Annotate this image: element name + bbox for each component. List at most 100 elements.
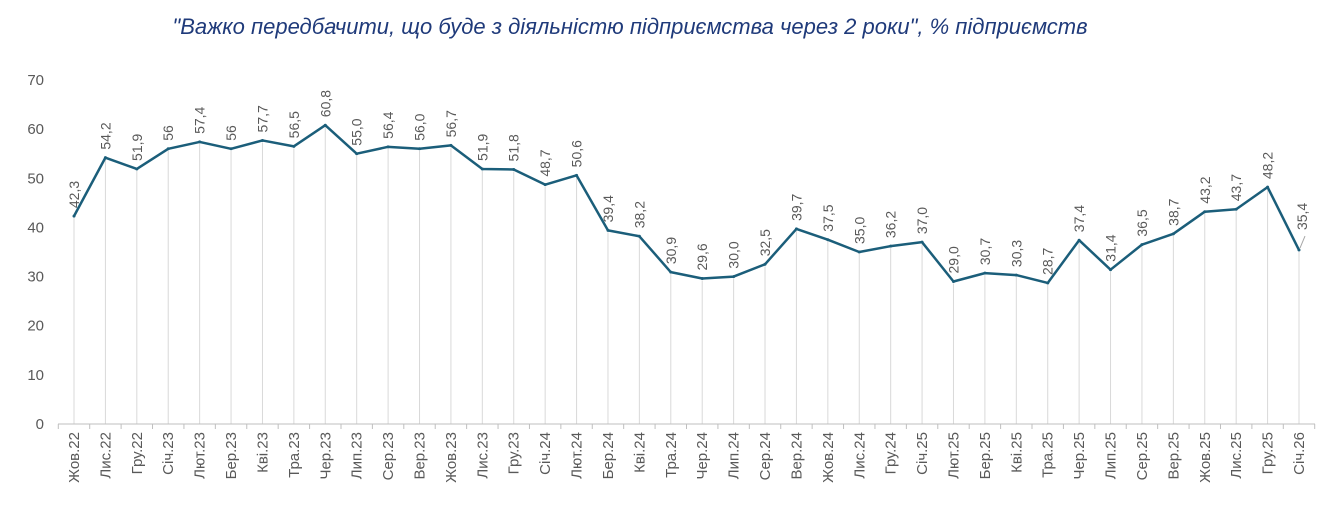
data-point (1046, 281, 1050, 285)
x-tick-label: Січ.26 (1291, 432, 1308, 475)
data-point (198, 140, 202, 144)
x-tick-label: Сер.23 (380, 432, 397, 480)
x-tick-label: Тра.24 (663, 432, 680, 478)
data-label: 38,2 (631, 201, 647, 228)
data-label: 35,0 (851, 217, 867, 244)
x-tick-label: Жов.23 (443, 432, 460, 483)
data-point (323, 123, 327, 127)
y-tick-label: 50 (27, 170, 44, 187)
data-label: 56,4 (380, 111, 396, 138)
y-tick-label: 10 (27, 367, 44, 384)
data-point (72, 214, 76, 218)
data-label: 36,5 (1134, 209, 1150, 236)
data-label: 56 (160, 125, 176, 141)
x-tick-label: Тра.25 (1040, 432, 1057, 478)
data-label: 48,7 (537, 149, 553, 176)
x-tick-label: Січ.23 (160, 432, 177, 475)
data-point (826, 238, 830, 242)
data-label: 56,7 (443, 110, 459, 137)
data-point (166, 147, 170, 151)
data-point (229, 147, 233, 151)
x-tick-label: Чер.23 (317, 432, 334, 480)
data-point (951, 279, 955, 283)
data-point (418, 147, 422, 151)
data-point (889, 244, 893, 248)
data-label: 39,4 (600, 195, 616, 222)
x-tick-label: Бер.23 (223, 432, 240, 479)
data-point (1297, 248, 1301, 252)
x-tick-label: Січ.24 (537, 432, 554, 475)
data-label: 37,5 (820, 204, 836, 231)
x-tick-label: Лис.22 (97, 432, 114, 479)
data-point (920, 240, 924, 244)
data-label: 30,9 (663, 237, 679, 264)
y-tick-label: 30 (27, 269, 44, 286)
data-label: 37,0 (914, 207, 930, 234)
data-label: 43,2 (1197, 176, 1213, 203)
data-point (1077, 238, 1081, 242)
y-tick-label: 70 (27, 72, 44, 89)
data-label-leader (1299, 235, 1306, 249)
data-point (386, 145, 390, 149)
x-tick-label: Лют.23 (192, 432, 209, 479)
y-tick-label: 40 (27, 219, 44, 236)
x-tick-label: Лют.24 (569, 432, 586, 479)
x-tick-label: Гру.25 (1260, 432, 1277, 474)
data-label: 32,5 (757, 229, 773, 256)
x-tick-label: Вер.24 (788, 432, 805, 480)
x-tick-label: Вер.23 (412, 432, 429, 480)
data-point (1171, 232, 1175, 236)
x-tick-label: Кві.24 (631, 432, 648, 473)
data-point (1140, 243, 1144, 247)
x-tick-label: Гру.22 (129, 432, 146, 474)
data-point (763, 262, 767, 266)
data-point (669, 270, 673, 274)
y-tick-label: 60 (27, 121, 44, 138)
x-tick-label: Лип.25 (1103, 432, 1120, 479)
x-tick-label: Бер.24 (600, 432, 617, 479)
data-label: 51,8 (506, 134, 522, 161)
data-point (355, 152, 359, 156)
data-label: 56 (223, 125, 239, 141)
data-label: 30,0 (726, 241, 742, 268)
data-label: 57,4 (192, 106, 208, 133)
data-label: 29,0 (945, 246, 961, 273)
data-label: 60,8 (317, 90, 333, 117)
x-tick-label: Лис.23 (474, 432, 491, 479)
data-label: 51,9 (129, 133, 145, 160)
data-label: 56,0 (412, 113, 428, 140)
data-label: 50,6 (569, 140, 585, 167)
data-point (794, 227, 798, 231)
data-point (1014, 273, 1018, 277)
x-tick-label: Кві.25 (1008, 432, 1025, 473)
data-point (575, 173, 579, 177)
data-label: 28,7 (1040, 247, 1056, 274)
data-point (606, 228, 610, 232)
x-tick-label: Гру.24 (883, 432, 900, 474)
data-label: 38,7 (1165, 198, 1181, 225)
data-point (983, 271, 987, 275)
data-point (512, 167, 516, 171)
data-label: 55,0 (349, 118, 365, 145)
data-label: 39,7 (788, 193, 804, 220)
data-label: 57,7 (254, 105, 270, 132)
data-point (135, 167, 139, 171)
y-tick-label: 20 (27, 318, 44, 335)
data-point (449, 143, 453, 147)
data-point (700, 277, 704, 281)
x-tick-label: Бер.25 (977, 432, 994, 479)
x-tick-label: Жов.22 (66, 432, 83, 483)
data-label: 48,2 (1260, 152, 1276, 179)
x-tick-label: Жов.24 (820, 432, 837, 483)
data-label: 51,9 (474, 133, 490, 160)
x-tick-label: Лип.24 (726, 432, 743, 479)
data-point (1266, 185, 1270, 189)
data-label: 43,7 (1228, 174, 1244, 201)
x-tick-label: Сер.25 (1134, 432, 1151, 480)
data-line (72, 123, 1301, 285)
x-tick-label: Гру.23 (506, 432, 523, 474)
chart-title: "Важко передбачити, що буде з діяльністю… (172, 14, 1088, 39)
data-point (637, 234, 641, 238)
data-label: 54,2 (97, 122, 113, 149)
